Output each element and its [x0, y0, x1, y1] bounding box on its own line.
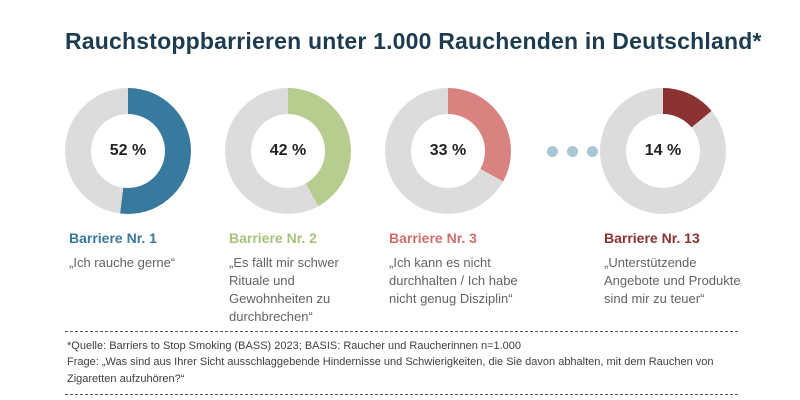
barrier-chart-3: 33 % Barriere Nr. 3 „Ich kann es nicht d…	[385, 88, 545, 326]
barrier-quote: „Ich rauche gerne“	[69, 255, 176, 270]
donut-value-label: 42 %	[269, 142, 307, 159]
barrier-chart-1: 52 % Barriere Nr. 1 „Ich rauche gerne“	[65, 88, 225, 326]
charts-row: 52 % Barriere Nr. 1 „Ich rauche gerne“ 4…	[65, 88, 760, 326]
barrier-chart-13: 14 % Barriere Nr. 13 „Unterstützende Ang…	[600, 88, 760, 326]
omitted-barriers-dots	[545, 88, 600, 214]
dot-icon	[567, 145, 578, 157]
page-title: Rauchstoppbarrieren unter 1.000 Rauchend…	[65, 28, 762, 54]
barrier-number-label: Barriere Nr. 3	[389, 230, 477, 246]
donut-hole: 14 %	[626, 114, 700, 188]
donut-hole: 42 %	[251, 114, 325, 188]
dot-icon	[587, 145, 598, 157]
footnote-source-line: *Quelle: Barriers to Stop Smoking (BASS)…	[67, 339, 522, 352]
donut-ring-2: 42 %	[225, 88, 351, 214]
barrier-number-label: Barriere Nr. 2	[229, 230, 317, 246]
barrier-number-label: Barriere Nr. 13	[604, 230, 700, 246]
barrier-quote: „Unterstützende Angebote und Produkte si…	[604, 255, 741, 306]
barrier-number-label: Barriere Nr. 1	[69, 230, 157, 246]
barrier-quote: „Es fällt mir schwer Rituale und Gewohnh…	[229, 255, 339, 324]
barrier-quote: „Ich kann es nicht durchhalten / Ich hab…	[389, 255, 518, 306]
donut-ring-13: 14 %	[600, 88, 726, 214]
donut-hole: 33 %	[411, 114, 485, 188]
dot-icon	[547, 145, 558, 157]
donut-value-label: 52 %	[109, 142, 147, 159]
footnote: *Quelle: Barriers to Stop Smoking (BASS)…	[65, 330, 738, 395]
donut-value-label: 33 %	[429, 142, 467, 159]
donut-ring-3: 33 %	[385, 88, 511, 214]
barrier-chart-2: 42 % Barriere Nr. 2 „Es fällt mir schwer…	[225, 88, 385, 326]
donut-hole: 52 %	[91, 114, 165, 188]
donut-value-label: 14 %	[644, 142, 682, 159]
footnote-question-line: Frage: „Was sind aus Ihrer Sicht ausschl…	[67, 356, 714, 385]
donut-ring-1: 52 %	[65, 88, 191, 214]
